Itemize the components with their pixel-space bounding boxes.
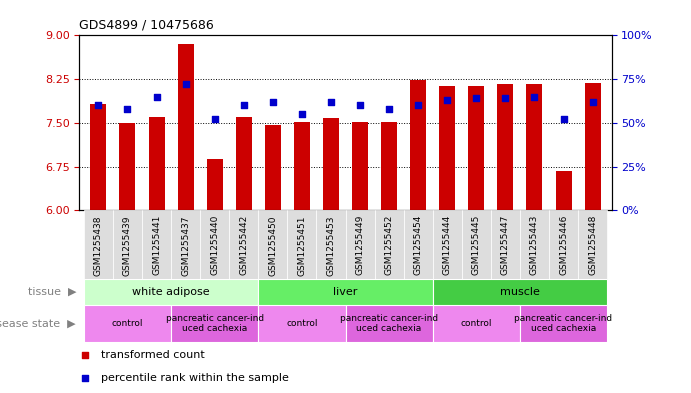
Text: control: control	[461, 319, 492, 328]
Point	[587, 99, 598, 105]
Bar	[258, 210, 287, 279]
Bar	[91, 104, 106, 210]
Point	[180, 81, 191, 88]
Text: GSM1255454: GSM1255454	[414, 215, 423, 275]
Point	[529, 94, 540, 100]
Text: pancreatic cancer-ind
uced cachexia: pancreatic cancer-ind uced cachexia	[166, 314, 264, 333]
Point	[238, 102, 249, 108]
Bar	[520, 210, 549, 279]
Bar	[549, 210, 578, 279]
Text: transformed count: transformed count	[101, 350, 205, 360]
Point	[122, 106, 133, 112]
Bar	[229, 210, 258, 279]
Bar	[142, 210, 171, 279]
Bar	[258, 305, 346, 342]
Point	[384, 106, 395, 112]
Bar	[236, 117, 252, 210]
Bar	[316, 210, 346, 279]
Text: pancreatic cancer-ind
uced cachexia: pancreatic cancer-ind uced cachexia	[515, 314, 613, 333]
Text: GSM1255451: GSM1255451	[297, 215, 306, 275]
Point	[442, 97, 453, 103]
Bar	[585, 83, 600, 210]
Text: GSM1255450: GSM1255450	[268, 215, 277, 275]
Bar	[468, 86, 484, 210]
Bar	[120, 123, 135, 210]
Text: liver: liver	[333, 287, 358, 297]
Bar	[433, 305, 520, 342]
Text: tissue  ▶: tissue ▶	[28, 287, 76, 297]
Text: GSM1255441: GSM1255441	[152, 215, 161, 275]
Bar	[323, 118, 339, 210]
Text: GSM1255444: GSM1255444	[443, 215, 452, 275]
Text: disease state  ▶: disease state ▶	[0, 318, 76, 328]
Bar	[149, 117, 164, 210]
Text: GSM1255440: GSM1255440	[210, 215, 219, 275]
Bar	[527, 84, 542, 210]
Text: GSM1255453: GSM1255453	[326, 215, 335, 275]
Bar	[113, 210, 142, 279]
Text: GSM1255452: GSM1255452	[385, 215, 394, 275]
Bar	[439, 86, 455, 210]
Point	[79, 375, 91, 381]
Point	[151, 94, 162, 100]
Bar	[375, 210, 404, 279]
Point	[354, 102, 366, 108]
Bar	[462, 210, 491, 279]
Bar	[178, 44, 193, 210]
Bar	[381, 122, 397, 210]
Bar	[294, 122, 310, 210]
Bar	[258, 279, 433, 305]
Point	[325, 99, 337, 105]
Bar	[171, 210, 200, 279]
Point	[500, 95, 511, 101]
Bar	[207, 159, 223, 210]
Bar	[433, 279, 607, 305]
Text: muscle: muscle	[500, 287, 540, 297]
Bar	[520, 305, 607, 342]
Bar	[84, 305, 171, 342]
Text: GSM1255445: GSM1255445	[472, 215, 481, 275]
Bar	[171, 305, 258, 342]
Text: GDS4899 / 10475686: GDS4899 / 10475686	[79, 18, 214, 31]
Point	[267, 99, 278, 105]
Text: control: control	[112, 319, 143, 328]
Text: pancreatic cancer-ind
uced cachexia: pancreatic cancer-ind uced cachexia	[340, 314, 438, 333]
Point	[296, 111, 307, 117]
Bar	[410, 80, 426, 210]
Bar	[352, 122, 368, 210]
Bar	[346, 305, 433, 342]
Bar	[265, 125, 281, 210]
Bar	[84, 279, 258, 305]
Text: GSM1255449: GSM1255449	[356, 215, 365, 275]
Text: GSM1255447: GSM1255447	[501, 215, 510, 275]
Bar	[556, 171, 571, 210]
Text: GSM1255438: GSM1255438	[94, 215, 103, 275]
Text: percentile rank within the sample: percentile rank within the sample	[101, 373, 289, 383]
Bar	[200, 210, 229, 279]
Text: control: control	[286, 319, 318, 328]
Bar	[84, 210, 113, 279]
Point	[558, 116, 569, 123]
Point	[93, 102, 104, 108]
Text: GSM1255439: GSM1255439	[123, 215, 132, 275]
Bar	[404, 210, 433, 279]
Point	[79, 352, 91, 358]
Text: GSM1255442: GSM1255442	[239, 215, 248, 275]
Text: GSM1255448: GSM1255448	[588, 215, 597, 275]
Text: GSM1255437: GSM1255437	[181, 215, 190, 275]
Bar	[433, 210, 462, 279]
Bar	[287, 210, 316, 279]
Bar	[491, 210, 520, 279]
Bar	[578, 210, 607, 279]
Bar	[346, 210, 375, 279]
Text: white adipose: white adipose	[132, 287, 210, 297]
Text: GSM1255443: GSM1255443	[530, 215, 539, 275]
Point	[413, 102, 424, 108]
Point	[209, 116, 220, 123]
Point	[471, 95, 482, 101]
Text: GSM1255446: GSM1255446	[559, 215, 568, 275]
Bar	[498, 84, 513, 210]
